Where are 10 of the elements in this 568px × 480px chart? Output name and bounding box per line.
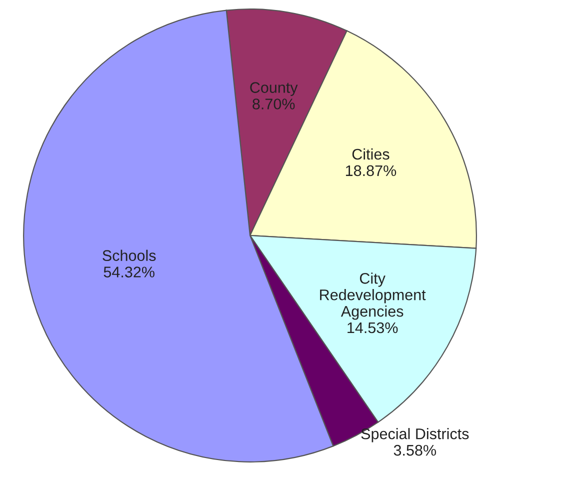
data-label: 3.58%	[394, 444, 436, 456]
slice-label: City Redevelopment Agencies	[320, 272, 426, 320]
data-label: 54.32%	[104, 266, 154, 278]
slice-label: Cities	[352, 148, 390, 160]
slice-label: Schools	[102, 250, 156, 261]
data-label: 18.87%	[346, 165, 396, 176]
slice-label: Special Districts	[361, 428, 469, 442]
data-label: 14.53%	[348, 322, 398, 334]
data-label: 8.70%	[252, 98, 295, 110]
slice-label: County	[250, 82, 298, 96]
